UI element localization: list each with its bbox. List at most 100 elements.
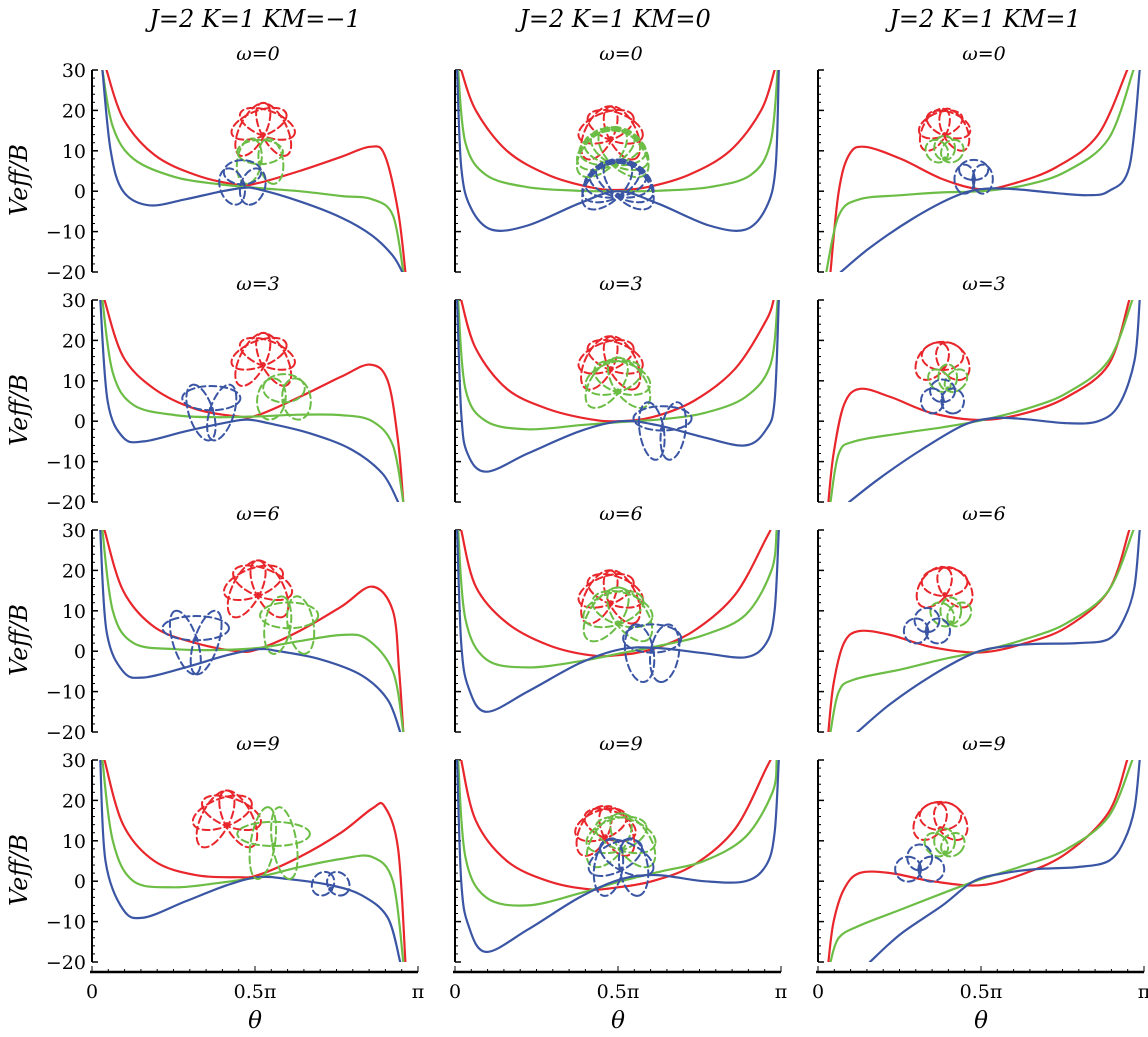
- orbit-center: [649, 648, 655, 654]
- potential-curve-red: [460, 70, 776, 192]
- panel-title: ω=0: [236, 43, 280, 65]
- orbit-center: [917, 866, 923, 872]
- y-tick-label: −10: [46, 452, 86, 474]
- column-header: J=2 K=1 KM=0: [514, 5, 710, 33]
- potential-curve-red: [103, 530, 405, 732]
- potential-curve-blue: [456, 760, 780, 953]
- orbit-petal: [255, 331, 293, 387]
- orbit-blue: [581, 158, 655, 211]
- orbit-center: [608, 366, 614, 372]
- panel-title: ω=0: [962, 43, 1006, 65]
- potential-curve-red: [105, 70, 407, 272]
- plot-area: [101, 70, 407, 272]
- orbit-red: [577, 569, 644, 625]
- orbit-center: [942, 850, 948, 856]
- orbit-red: [577, 105, 644, 161]
- y-tick-label: −10: [46, 682, 86, 704]
- orbit-petal: [953, 163, 976, 195]
- orbit-red: [230, 331, 296, 387]
- orbit-blue: [953, 158, 994, 195]
- orbit-green: [236, 806, 311, 881]
- panel: ω=0: [454, 43, 780, 273]
- y-tick-label: 10: [62, 831, 86, 853]
- orbit-blue: [902, 606, 952, 645]
- plot-area: [827, 530, 1141, 732]
- potential-curve-green: [101, 70, 405, 272]
- potential-curve-red: [460, 530, 772, 658]
- potential-curve-red: [103, 760, 407, 962]
- column-header: J=2 K=1 KM=1: [884, 5, 1080, 33]
- x-tick-label: π: [412, 981, 425, 1003]
- y-tick-label: 30: [62, 750, 86, 772]
- y-tick-label: −20: [46, 722, 86, 744]
- potential-curve-green: [457, 300, 779, 431]
- panel-title: ω=9: [962, 733, 1006, 755]
- y-tick-label: 0: [74, 871, 86, 893]
- panel: ω=3 30 20 10 0 −10 −20: [46, 273, 405, 514]
- orbit-center: [208, 406, 214, 412]
- potential-curve-green: [457, 530, 778, 669]
- plot-area: [456, 300, 780, 473]
- y-tick-label: −10: [46, 912, 86, 934]
- panel-title: ω=3: [599, 273, 643, 295]
- orbit-blue: [181, 383, 242, 442]
- panel-title: ω=9: [236, 733, 280, 755]
- orbit-center: [260, 362, 266, 368]
- orbit-center: [224, 822, 230, 828]
- y-tick-label: 0: [74, 641, 86, 663]
- y-tick-label: 10: [62, 601, 86, 623]
- y-tick-label: 20: [62, 100, 86, 122]
- potential-curve-green: [829, 760, 1134, 962]
- panel-title: ω=9: [599, 733, 643, 755]
- potential-curve-green: [101, 300, 405, 502]
- potential-curve-blue: [868, 760, 1141, 962]
- potential-curve-red: [827, 300, 1131, 502]
- y-tick-label: 10: [62, 141, 86, 163]
- panel-title: ω=6: [599, 503, 643, 525]
- orbit-petal: [958, 158, 990, 182]
- panel: ω=0 30 20 10 0 −10 −20: [46, 43, 407, 284]
- plot-area: [456, 760, 780, 953]
- orbit-blue: [310, 870, 351, 897]
- orbit-green: [256, 373, 312, 421]
- panel-title: ω=3: [236, 273, 280, 295]
- potential-curve-red: [103, 300, 405, 502]
- y-axis-label: Veff/B: [5, 144, 33, 216]
- orbit-blue: [919, 378, 966, 415]
- orbit-petal: [971, 163, 994, 195]
- orbit-petal: [902, 617, 930, 645]
- orbit-green: [924, 134, 965, 164]
- x-tick-label: 0: [449, 981, 461, 1003]
- x-tick-label: π: [775, 981, 788, 1003]
- panel: ω=9: [454, 733, 780, 963]
- potential-curve-red: [827, 530, 1131, 732]
- panel: ω=6: [817, 503, 1141, 733]
- orbit-red: [222, 559, 294, 619]
- potential-curve-blue: [99, 530, 402, 732]
- orbit-center: [618, 866, 624, 872]
- y-axis-label: Veff/B: [5, 604, 33, 676]
- orbit-green: [929, 596, 973, 628]
- plot-area: [456, 70, 780, 232]
- y-tick-label: 0: [74, 411, 86, 433]
- orbit-petal: [168, 609, 202, 676]
- y-tick-label: 20: [62, 560, 86, 582]
- x-axis-label: θ: [974, 1008, 988, 1034]
- orbit-center: [271, 842, 277, 848]
- potential-curve-green: [101, 760, 405, 962]
- y-tick-label: 20: [62, 790, 86, 812]
- orbit-petal: [935, 341, 971, 381]
- y-tick-label: −20: [46, 952, 86, 974]
- plot-area: [825, 70, 1141, 272]
- x-tick-label: 0.5π: [234, 981, 277, 1003]
- potential-curve-blue: [456, 300, 780, 473]
- orbit-blue: [218, 159, 267, 206]
- orbit-center: [942, 156, 948, 162]
- potential-curve-green: [101, 530, 405, 732]
- orbit-center: [608, 136, 614, 142]
- panel: ω=6 30 20 10 0 −10 −20: [46, 503, 405, 744]
- potential-curve-blue: [839, 70, 1141, 272]
- y-tick-label: 10: [62, 371, 86, 393]
- panel-title: ω=0: [599, 43, 643, 65]
